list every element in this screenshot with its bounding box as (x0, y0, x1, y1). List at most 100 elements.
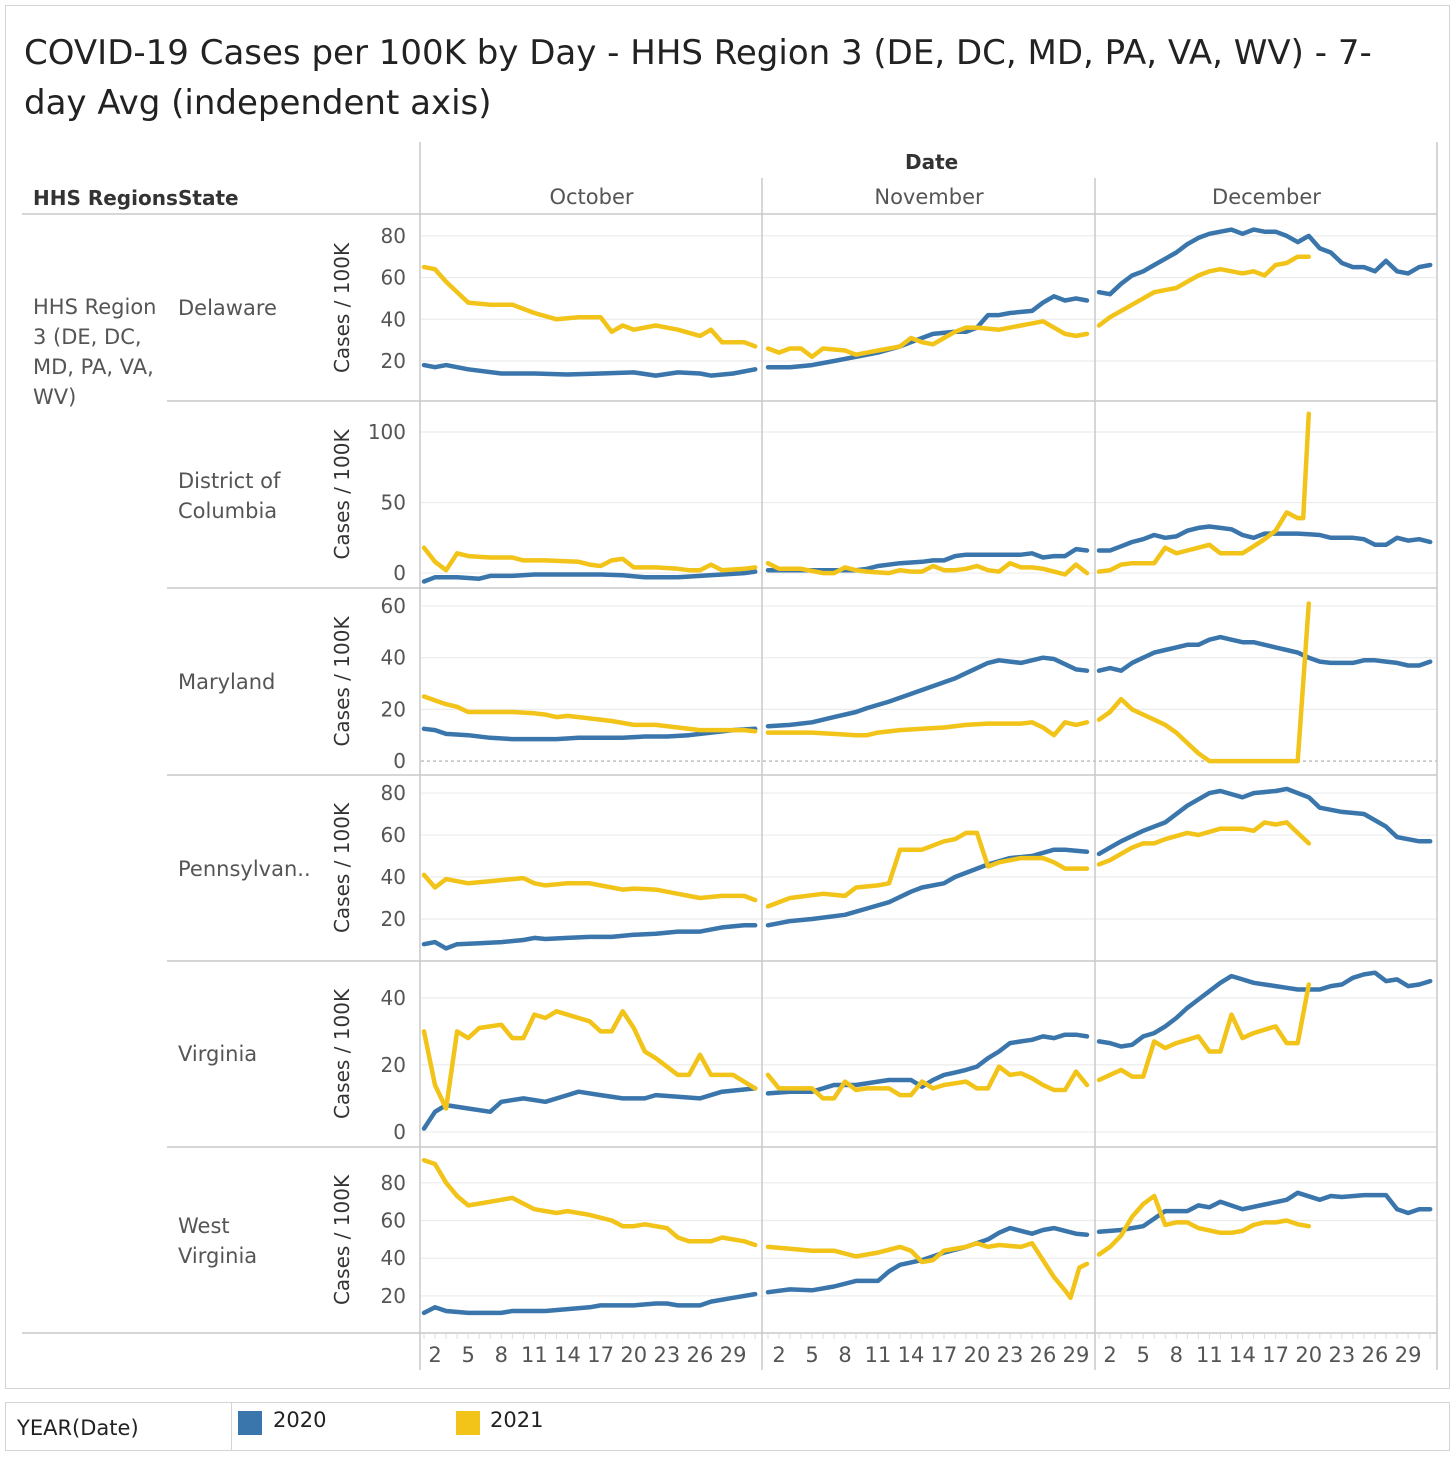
x-tick-label: 17 (931, 1343, 958, 1367)
legend-label-2021[interactable]: 2021 (490, 1408, 544, 1432)
series-line-virginia-2020-october (421, 1086, 758, 1131)
series-line-delaware-2021-october (421, 264, 758, 349)
x-tick-label: 14 (898, 1343, 925, 1367)
x-tick-label: 29 (1395, 1343, 1422, 1367)
y-tick-label: 0 (393, 1120, 406, 1144)
y-tick-label: 20 (381, 1284, 406, 1308)
legend-label-2020[interactable]: 2020 (273, 1408, 327, 1432)
state-label-delaware: Delaware (178, 296, 277, 320)
y-tick-label: 60 (381, 823, 406, 847)
row-header-state: State (178, 186, 239, 210)
series-line-delaware-2021-november (765, 319, 1090, 360)
month-header-october: October (549, 185, 634, 209)
y-tick-label: 20 (381, 697, 406, 721)
x-tick-label: 2 (772, 1343, 785, 1367)
x-tick-label: 14 (554, 1343, 581, 1367)
x-tick-label: 26 (687, 1343, 714, 1367)
y-tick-label: 20 (381, 907, 406, 931)
y-tick-label: 40 (381, 307, 406, 331)
x-tick-label: 5 (1136, 1343, 1149, 1367)
series-line-west-virginia-2021-october (421, 1157, 758, 1248)
series-line-virginia-2021-november (765, 1064, 1090, 1101)
state-label-pennsylvania: Pennsylvan.. (178, 857, 311, 881)
x-tick-label: 29 (720, 1343, 747, 1367)
legend-swatch-2021[interactable] (456, 1411, 480, 1435)
y-tick-label: 0 (393, 561, 406, 585)
month-header-november: November (874, 185, 984, 209)
y-tick-label: 20 (381, 1053, 406, 1077)
series-line-maryland-2020-october (421, 726, 758, 742)
column-header-date: Date (905, 150, 959, 174)
state-label-virginia: Virginia (178, 1042, 258, 1066)
chart-frame (5, 5, 1450, 1389)
row-header-hhs-regions: HHS Regions (33, 186, 178, 210)
series-line-west-virginia-2020-october (421, 1291, 758, 1316)
y-tick-label: 100 (368, 420, 406, 444)
y-tick-label: 40 (381, 986, 406, 1010)
x-tick-label: 14 (1229, 1343, 1256, 1367)
series-line-maryland-2021-december (1096, 601, 1312, 764)
x-tick-label: 23 (997, 1343, 1024, 1367)
x-tick-label: 23 (654, 1343, 681, 1367)
series-line-pennsylvan-2021-december (1096, 820, 1312, 867)
legend: YEAR(Date) 2020 2021 (5, 1402, 1450, 1451)
x-tick-label: 8 (1170, 1343, 1183, 1367)
y-axis-title: Cases / 100K (330, 802, 354, 933)
series-line-delaware-2020-october (421, 362, 758, 378)
y-tick-label: 40 (381, 1246, 406, 1270)
y-tick-label: 60 (381, 1209, 406, 1233)
series-line-delaware-2020-december (1096, 227, 1433, 297)
y-tick-label: 40 (381, 646, 406, 670)
x-tick-label: 2 (428, 1343, 441, 1367)
x-tick-label: 5 (805, 1343, 818, 1367)
x-tick-label: 11 (521, 1343, 548, 1367)
x-tick-label: 8 (495, 1343, 508, 1367)
series-line-virginia-2020-december (1096, 970, 1433, 1049)
y-axis-title: Cases / 100K (330, 429, 354, 560)
x-tick-label: 2 (1103, 1343, 1116, 1367)
x-tick-label: 23 (1329, 1343, 1356, 1367)
series-line-district-of-columbia-2020-november (765, 546, 1090, 573)
x-tick-label: 5 (461, 1343, 474, 1367)
x-tick-label: 20 (620, 1343, 647, 1367)
series-line-virginia-2021-december (1096, 982, 1312, 1083)
x-tick-label: 11 (1196, 1343, 1223, 1367)
x-tick-label: 17 (1262, 1343, 1289, 1367)
y-tick-label: 80 (381, 1171, 406, 1195)
y-axis-title: Cases / 100K (330, 988, 354, 1119)
x-tick-label: 26 (1030, 1343, 1057, 1367)
series-line-pennsylvan-2021-november (765, 830, 1090, 909)
legend-swatch-2020[interactable] (238, 1411, 262, 1435)
series-line-west-virginia-2021-november (765, 1240, 1090, 1301)
state-label-west-virginia: West Virginia (178, 1214, 258, 1268)
series-line-district-of-columbia-2021-december (1096, 411, 1312, 574)
series-line-maryland-2020-december (1096, 634, 1433, 673)
x-tick-label: 20 (1295, 1343, 1322, 1367)
series-line-maryland-2021-october (421, 694, 758, 734)
y-tick-label: 80 (381, 781, 406, 805)
state-label-district-of-columbia: District of Columbia (178, 469, 281, 523)
x-tick-label: 20 (964, 1343, 991, 1367)
series-line-pennsylvan-2021-october (421, 872, 758, 903)
y-axis-title: Cases / 100K (330, 1174, 354, 1305)
y-axis-title: Cases / 100K (330, 242, 354, 373)
y-tick-label: 0 (393, 749, 406, 773)
series-line-district-of-columbia-2020-october (421, 569, 758, 584)
state-label-maryland: Maryland (178, 670, 276, 694)
series-line-pennsylvan-2020-october (421, 923, 758, 951)
series-line-west-virginia-2021-december (1096, 1193, 1312, 1257)
series-line-west-virginia-2020-december (1096, 1190, 1433, 1235)
region-label: HHS Region 3 (DE, DC, MD, PA, VA, WV) (33, 295, 157, 409)
series-line-district-of-columbia-2021-november (765, 560, 1090, 577)
series-line-pennsylvan-2020-november (765, 847, 1090, 928)
series-line-virginia-2021-october (421, 1009, 758, 1111)
x-tick-label: 26 (1362, 1343, 1389, 1367)
series-line-maryland-2021-november (765, 720, 1090, 738)
series-line-maryland-2020-november (765, 655, 1090, 729)
legend-title: YEAR(Date) (6, 1403, 232, 1450)
y-tick-label: 60 (381, 266, 406, 290)
x-tick-label: 11 (865, 1343, 892, 1367)
x-tick-label: 8 (838, 1343, 851, 1367)
y-tick-label: 80 (381, 224, 406, 248)
